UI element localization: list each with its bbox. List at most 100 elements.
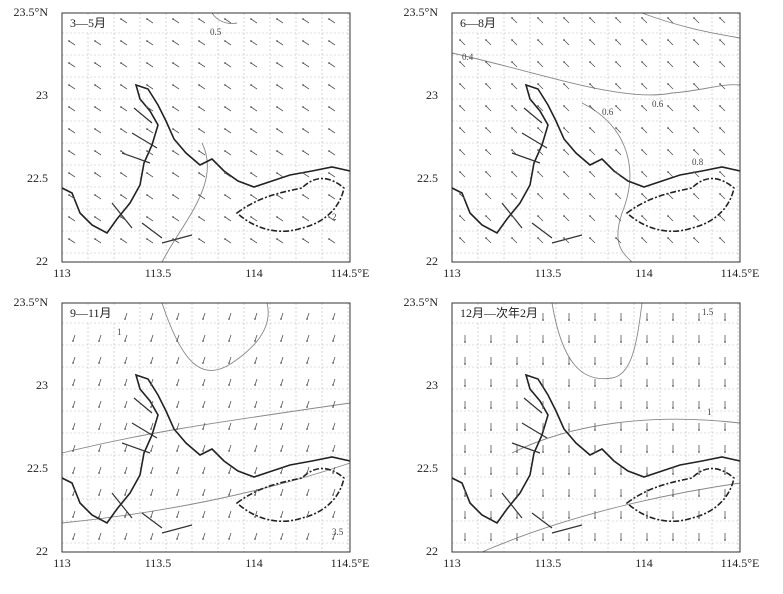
x-tick-label: 114.5°E xyxy=(721,556,760,570)
wind-arrow-head xyxy=(276,238,278,240)
wind-arrow-head xyxy=(172,84,174,86)
wind-arrow xyxy=(176,510,180,518)
wind-arrow xyxy=(719,61,726,68)
wind-arrow-head xyxy=(146,172,148,174)
wind-arrow xyxy=(150,488,154,496)
contour-line xyxy=(211,12,238,24)
wind-arrow xyxy=(202,356,206,364)
wind-arrow xyxy=(250,128,258,134)
wind-arrow-head xyxy=(150,450,152,452)
wind-arrow-head xyxy=(537,61,539,63)
wind-arrow-head xyxy=(280,340,282,342)
wind-arrow xyxy=(302,40,310,46)
wind-arrow-head xyxy=(250,106,252,108)
wind-arrow xyxy=(94,84,102,90)
wind-arrow-head xyxy=(172,18,174,20)
wind-arrow-head xyxy=(667,127,669,129)
wind-arrow-head xyxy=(537,83,539,85)
wind-arrow xyxy=(176,422,180,430)
x-tick-label: 113 xyxy=(53,556,71,570)
wind-arrow-head xyxy=(94,194,96,196)
wind-arrow xyxy=(72,466,76,474)
wind-arrow-head xyxy=(250,172,252,174)
wind-arrow xyxy=(693,215,700,222)
wind-arrow xyxy=(302,84,310,90)
wind-arrow-head xyxy=(641,83,643,85)
wind-arrow-head xyxy=(306,428,308,430)
wind-arrow-head xyxy=(459,237,461,239)
wind-arrow-head xyxy=(646,539,648,541)
wind-arrow-head xyxy=(464,385,466,387)
wind-arrow xyxy=(306,532,310,540)
wind-arrow-head xyxy=(459,61,461,63)
wind-arrow-head xyxy=(620,495,622,497)
wind-arrow-head xyxy=(276,172,278,174)
wind-arrow xyxy=(250,18,258,24)
wind-arrow-head xyxy=(120,128,122,130)
wind-arrow-head xyxy=(202,516,204,518)
wind-arrow-head xyxy=(224,194,226,196)
wind-arrow xyxy=(667,237,674,244)
wind-arrow xyxy=(250,62,258,68)
wind-arrow-head xyxy=(332,384,334,386)
wind-arrow xyxy=(328,106,336,112)
wind-arrow-head xyxy=(224,84,226,86)
wind-arrow-head xyxy=(332,516,334,518)
wind-arrow-head xyxy=(615,215,617,217)
map-panel: 6—8月 0.4 0.6 0.6 0.8 113 113.5 114 114.5°E 23.5°N… xyxy=(404,5,760,280)
wind-arrow xyxy=(172,128,180,134)
wind-arrow-head xyxy=(615,127,617,129)
wind-arrow xyxy=(667,171,674,178)
wind-arrow xyxy=(68,216,76,222)
wind-arrow-head xyxy=(306,450,308,452)
wind-arrow-head xyxy=(198,128,200,130)
wind-arrow-head xyxy=(98,538,100,540)
wind-arrow xyxy=(459,237,466,244)
wind-arrow-head xyxy=(68,216,70,218)
wind-arrow-head xyxy=(698,495,700,497)
wind-arrow-head xyxy=(124,494,126,496)
wind-arrow-head xyxy=(641,105,643,107)
wind-arrow xyxy=(537,149,544,156)
wind-arrow xyxy=(172,238,180,244)
wind-arrow-head xyxy=(98,362,100,364)
wind-arrow-head xyxy=(98,516,100,518)
wind-arrow xyxy=(176,400,180,408)
wind-arrow xyxy=(202,488,206,496)
wind-arrow-head xyxy=(672,319,674,321)
wind-arrow-head xyxy=(485,83,487,85)
wind-arrow-head xyxy=(176,318,178,320)
wind-arrow xyxy=(98,378,102,386)
wind-arrow-head xyxy=(641,171,643,173)
wind-arrow xyxy=(228,466,232,474)
wind-arrow-head xyxy=(485,61,487,63)
wind-arrow xyxy=(667,83,674,90)
wind-arrow-head xyxy=(511,237,513,239)
wind-arrow-head xyxy=(280,516,282,518)
wind-arrow-head xyxy=(698,451,700,453)
wind-arrow xyxy=(228,488,232,496)
wind-arrow-head xyxy=(172,40,174,42)
wind-arrow xyxy=(693,105,700,112)
wind-arrow-head xyxy=(198,238,200,240)
wind-arrow-head xyxy=(250,128,252,130)
y-tick-label: 22.5 xyxy=(417,461,438,475)
wind-arrow xyxy=(146,84,154,90)
wind-arrow xyxy=(537,171,544,178)
wind-arrow-head xyxy=(202,340,204,342)
wind-arrow-head xyxy=(176,494,178,496)
wind-arrow-head xyxy=(620,539,622,541)
wind-arrow-head xyxy=(511,83,513,85)
wind-arrow xyxy=(328,18,336,24)
wind-arrow-head xyxy=(615,171,617,173)
wind-arrow xyxy=(94,194,102,200)
wind-arrow xyxy=(719,193,726,200)
wind-arrow xyxy=(641,83,648,90)
wind-arrow xyxy=(276,40,284,46)
wind-arrow-head xyxy=(537,215,539,217)
wind-arrow-head xyxy=(641,39,643,41)
wind-arrow-head xyxy=(615,105,617,107)
wind-arrow-head xyxy=(250,40,252,42)
wind-arrow-head xyxy=(306,340,308,342)
